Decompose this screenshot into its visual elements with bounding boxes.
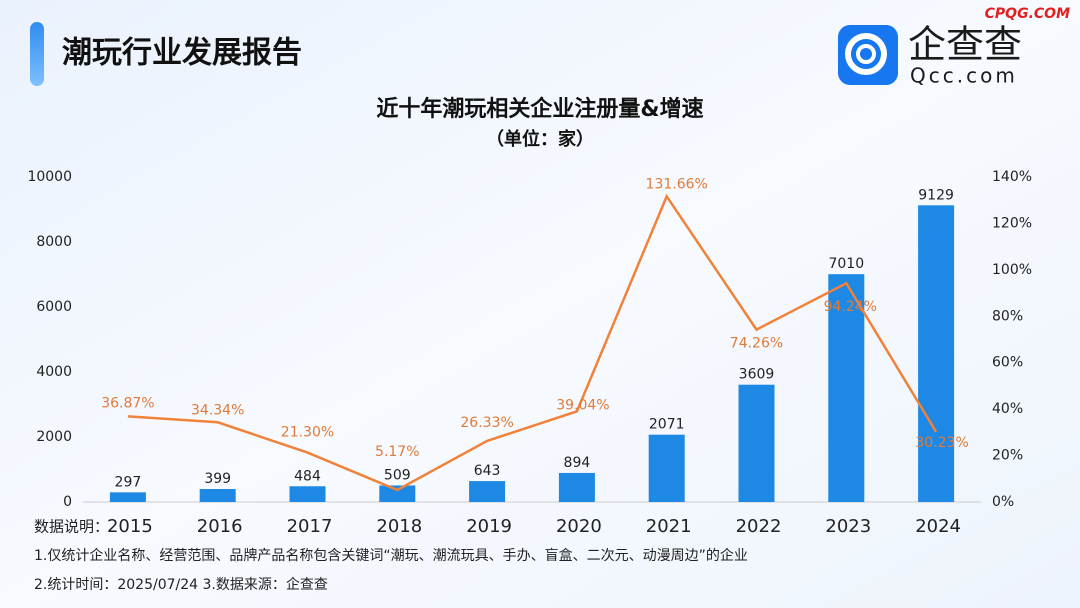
bar-value-label: 3609: [739, 367, 775, 383]
y2-tick-label: 60%: [992, 355, 1023, 371]
bar: [199, 489, 236, 502]
x-tick-label: 2020: [556, 516, 602, 537]
y-tick-label: 4000: [36, 364, 72, 380]
y-tick-label: 2000: [36, 429, 72, 445]
line-value-label: 34.34%: [191, 402, 244, 418]
logo-ring-inner: [856, 44, 876, 64]
y2-tick-label: 140%: [992, 169, 1032, 185]
note-line: 2.统计时间：2025/07/24 3.数据来源：企查查: [34, 576, 328, 593]
x-tick-label: 2017: [287, 516, 333, 537]
y2-tick-label: 0%: [992, 494, 1014, 510]
line-value-label: 30.23%: [915, 435, 968, 451]
chart-title: 近十年潮玩相关企业注册量&增速: [376, 96, 703, 122]
notes-label: 数据说明：: [34, 518, 109, 536]
line-value-label: 5.17%: [375, 444, 419, 460]
chart-subtitle: （单位：家）: [486, 128, 594, 150]
x-tick-label: 2016: [197, 516, 243, 537]
title-accent: [30, 22, 44, 86]
y2-tick-label: 80%: [992, 308, 1023, 324]
bar-value-label: 509: [384, 467, 411, 483]
line-value-label: 39.04%: [556, 397, 609, 413]
bar: [289, 486, 326, 502]
x-tick-label: 2015: [107, 516, 153, 537]
bar-value-label: 297: [115, 474, 142, 490]
bar: [379, 485, 416, 502]
page-title: 潮玩行业发展报告: [62, 36, 302, 71]
bar: [738, 384, 775, 502]
x-tick-label: 2022: [736, 516, 782, 537]
x-tick-label: 2024: [915, 516, 961, 537]
logo-site: Qcc.com: [910, 64, 1018, 88]
y2-tick-label: 40%: [992, 401, 1023, 417]
bar-value-label: 894: [564, 455, 591, 471]
logo-ring: [845, 33, 887, 75]
y2-tick-label: 20%: [992, 448, 1023, 464]
bar-value-label: 2071: [649, 417, 685, 433]
line-value-label: 26.33%: [460, 415, 513, 431]
x-tick-label: 2021: [646, 516, 692, 537]
line-value-label: 74.26%: [730, 336, 783, 352]
bar: [648, 434, 685, 502]
x-tick-label: 2018: [376, 516, 422, 537]
x-tick-label: 2023: [825, 516, 871, 537]
bar: [918, 205, 955, 502]
y-tick-label: 8000: [36, 234, 72, 250]
note-line: 1.仅统计企业名称、经营范围、品牌产品名称包含关键词“潮玩、潮流玩具、手办、盲盒…: [34, 547, 748, 564]
x-tick-label: 2019: [466, 516, 512, 537]
line-value-label: 131.66%: [646, 176, 708, 192]
line-value-label: 94.24%: [824, 299, 877, 315]
line-value-label: 21.30%: [281, 425, 334, 441]
bar: [109, 492, 146, 502]
bar: [558, 472, 595, 502]
bar: [828, 274, 865, 502]
logo: 企查查 Qcc.com: [838, 23, 1022, 88]
y-tick-label: 10000: [27, 169, 72, 185]
bar-value-label: 643: [474, 463, 501, 479]
bar-value-label: 484: [294, 468, 321, 484]
y2-tick-label: 100%: [992, 262, 1032, 278]
watermark: CPQG.COM: [985, 6, 1070, 22]
y-tick-label: 0: [63, 494, 72, 510]
bar: [469, 481, 506, 502]
line-value-label: 36.87%: [101, 395, 154, 411]
bar-value-label: 7010: [828, 256, 864, 272]
y2-tick-label: 120%: [992, 215, 1032, 231]
bar-value-label: 9129: [918, 187, 954, 203]
logo-name: 企查查: [908, 23, 1022, 67]
y-tick-label: 6000: [36, 299, 72, 315]
bar-value-label: 399: [204, 471, 231, 487]
growth-line: [127, 193, 938, 492]
